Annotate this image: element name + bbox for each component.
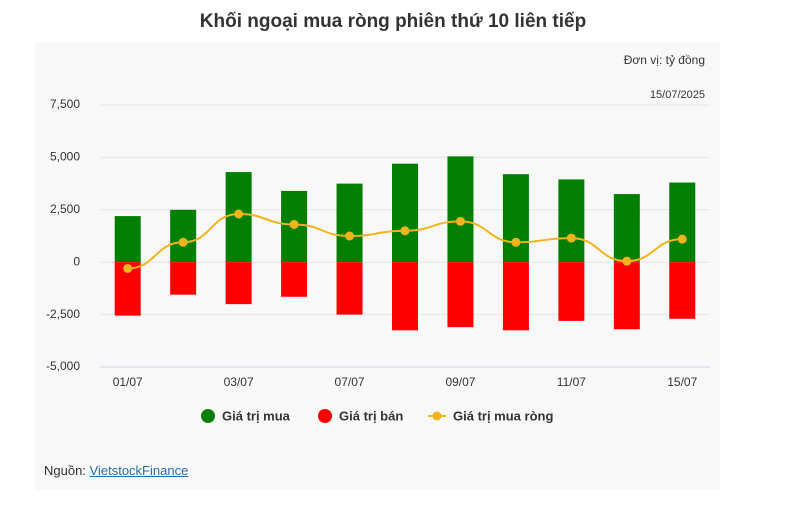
- point: [677, 234, 687, 244]
- x-tick-label: 09/07: [445, 375, 475, 389]
- source: Nguồn: VietstockFinance: [44, 463, 188, 478]
- point: [455, 216, 465, 226]
- bar: [669, 182, 696, 263]
- source-link[interactable]: VietstockFinance: [89, 463, 189, 478]
- bar: [447, 156, 474, 263]
- legend-label: Giá trị bán: [339, 408, 403, 423]
- legend-label: Giá trị mua ròng: [453, 408, 553, 423]
- x-tick-label: 07/07: [335, 375, 365, 389]
- point: [400, 226, 410, 236]
- bar: [669, 262, 696, 319]
- y-tick-label: 7,500: [50, 97, 80, 111]
- bar: [336, 262, 363, 315]
- unit-note: Đơn vị: tỷ đồng: [624, 53, 705, 67]
- legend-marker: [201, 409, 215, 423]
- point: [178, 237, 188, 247]
- point: [289, 219, 299, 229]
- x-tick-label: 01/07: [113, 375, 143, 389]
- bar: [225, 262, 252, 305]
- date-note: 15/07/2025: [650, 89, 705, 101]
- x-tick-label: 03/07: [224, 375, 254, 389]
- y-tick-label: 0: [73, 254, 80, 268]
- point: [622, 256, 632, 266]
- bar: [447, 262, 474, 328]
- bar: [336, 183, 363, 263]
- legend-marker: [432, 411, 442, 421]
- bar: [502, 262, 529, 331]
- bar: [613, 262, 640, 330]
- point: [566, 233, 576, 243]
- point: [511, 237, 521, 247]
- panel: [35, 42, 720, 490]
- bar: [502, 174, 529, 263]
- chart-title: Khối ngoại mua ròng phiên thứ 10 liên ti…: [200, 11, 586, 32]
- y-tick-label: 5,000: [50, 150, 80, 164]
- point: [123, 263, 133, 273]
- x-tick-label: 15/07: [667, 375, 697, 389]
- bar: [392, 262, 418, 331]
- bar: [558, 179, 585, 263]
- y-tick-label: -2,500: [46, 307, 80, 321]
- x-tick-label: 11/07: [557, 375, 586, 389]
- y-tick-label: -5,000: [46, 359, 80, 373]
- bar: [114, 216, 141, 263]
- bar: [281, 262, 308, 297]
- point: [345, 231, 355, 241]
- legend-marker: [318, 409, 332, 423]
- bar: [558, 262, 585, 321]
- legend-label: Giá trị mua: [222, 408, 291, 423]
- bar: [170, 209, 197, 263]
- y-tick-label: 2,500: [50, 202, 80, 216]
- bar: [392, 163, 418, 263]
- point: [234, 209, 244, 219]
- source-label: Nguồn:: [44, 463, 86, 478]
- bar: [613, 194, 640, 263]
- bar: [170, 262, 197, 295]
